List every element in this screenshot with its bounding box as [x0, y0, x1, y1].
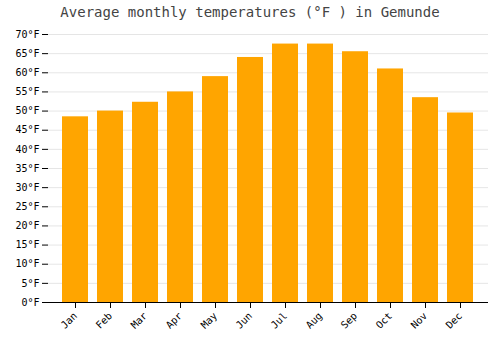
svg-text:60°F: 60°F	[15, 67, 39, 78]
svg-text:Apr: Apr	[164, 310, 185, 331]
svg-text:55°F: 55°F	[15, 86, 39, 97]
svg-text:Feb: Feb	[94, 310, 115, 331]
svg-text:10°F: 10°F	[15, 258, 39, 269]
svg-text:50°F: 50°F	[15, 105, 39, 116]
svg-text:May: May	[199, 310, 220, 331]
svg-text:20°F: 20°F	[15, 220, 39, 231]
svg-text:40°F: 40°F	[15, 144, 39, 155]
svg-text:Sep: Sep	[339, 310, 360, 331]
svg-text:Jan: Jan	[59, 310, 80, 331]
svg-text:35°F: 35°F	[15, 163, 39, 174]
svg-text:Jul: Jul	[269, 310, 290, 331]
svg-text:65°F: 65°F	[15, 48, 39, 59]
svg-text:0°F: 0°F	[21, 297, 39, 308]
svg-text:Nov: Nov	[409, 310, 430, 331]
svg-text:30°F: 30°F	[15, 182, 39, 193]
svg-text:Oct: Oct	[374, 310, 395, 331]
svg-text:70°F: 70°F	[15, 29, 39, 40]
svg-text:5°F: 5°F	[21, 278, 39, 289]
svg-text:15°F: 15°F	[15, 239, 39, 250]
svg-text:Dec: Dec	[444, 310, 465, 331]
html-text:Average monthly temperatures (: Average monthly temperatures (°F ) in Ge…	[60, 4, 440, 20]
svg-text:Jun: Jun	[234, 310, 255, 331]
svg-text:Mar: Mar	[129, 310, 150, 331]
svg-text:Aug: Aug	[304, 310, 325, 331]
svg-text:25°F: 25°F	[15, 201, 39, 212]
svg-text:45°F: 45°F	[15, 124, 39, 135]
